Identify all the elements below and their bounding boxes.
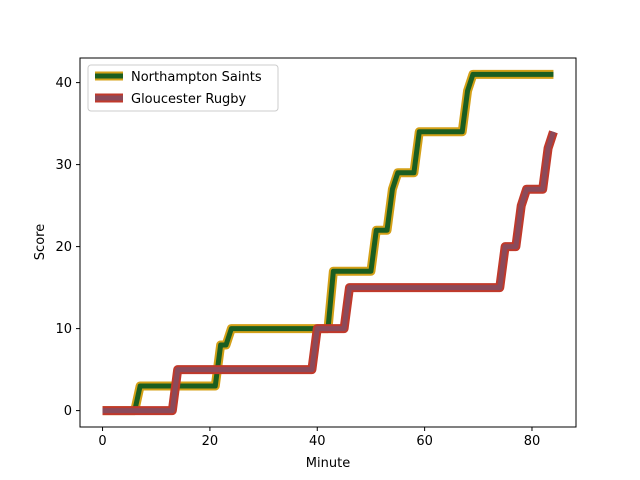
x-tick-label: 20 — [202, 434, 219, 449]
x-tick-label: 40 — [309, 434, 326, 449]
series-line-1 — [102, 131, 556, 414]
y-tick-label: 30 — [55, 158, 72, 173]
legend: Northampton Saints Gloucester Rugby — [87, 64, 279, 112]
plot-frame — [79, 57, 577, 428]
legend-box — [87, 64, 279, 112]
x-axis: 0 20 40 60 80 — [98, 427, 540, 449]
plot-area — [80, 58, 576, 427]
y-axis: 0 10 20 30 40 — [55, 76, 80, 419]
y-axis-label: Score — [33, 224, 48, 260]
x-axis-label: Minute — [306, 456, 350, 471]
x-tick-label: 60 — [416, 434, 433, 449]
legend-label: Gloucester Rugby — [131, 92, 247, 107]
legend-label: Northampton Saints — [131, 70, 262, 85]
series-line-0 — [102, 71, 554, 414]
y-tick-label: 0 — [64, 404, 72, 419]
y-tick-label: 20 — [55, 240, 72, 255]
x-tick-label: 80 — [524, 434, 541, 449]
x-tick-label: 0 — [98, 434, 106, 449]
series-layer — [102, 69, 558, 416]
y-tick-label: 40 — [55, 76, 72, 91]
y-tick-label: 10 — [55, 322, 72, 337]
